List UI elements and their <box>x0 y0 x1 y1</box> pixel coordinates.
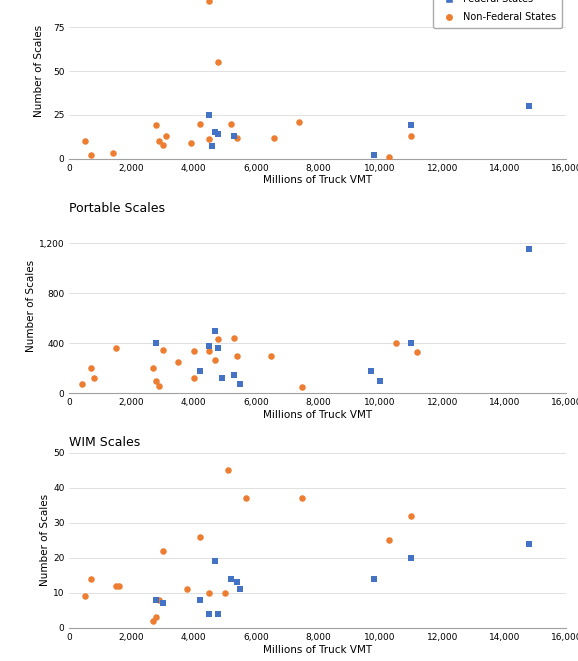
Non-Federal States <box>189 372 198 383</box>
Non-Federal States <box>385 151 394 162</box>
Federal States <box>524 244 533 254</box>
Non-Federal States <box>158 344 167 355</box>
Federal States <box>226 574 235 584</box>
Federal States <box>195 366 205 377</box>
Non-Federal States <box>161 131 171 141</box>
Federal States <box>406 553 416 563</box>
Federal States <box>205 340 214 351</box>
Non-Federal States <box>80 136 90 147</box>
Non-Federal States <box>112 343 121 354</box>
Non-Federal States <box>270 132 279 143</box>
Non-Federal States <box>229 333 239 344</box>
Non-Federal States <box>155 381 164 392</box>
Non-Federal States <box>114 580 124 591</box>
Non-Federal States <box>173 357 183 368</box>
Federal States <box>151 595 161 605</box>
Federal States <box>406 120 416 131</box>
Non-Federal States <box>220 588 229 598</box>
Non-Federal States <box>80 591 90 602</box>
Non-Federal States <box>295 116 304 127</box>
Y-axis label: Number of Scales: Number of Scales <box>40 494 50 586</box>
Federal States <box>217 373 226 383</box>
Non-Federal States <box>151 612 161 623</box>
Non-Federal States <box>158 139 167 150</box>
Non-Federal States <box>77 379 87 389</box>
Non-Federal States <box>87 150 96 161</box>
Non-Federal States <box>205 588 214 598</box>
Federal States <box>211 556 220 566</box>
Non-Federal States <box>90 372 99 383</box>
Non-Federal States <box>155 136 164 147</box>
Non-Federal States <box>158 545 167 556</box>
X-axis label: Millions of Truck VMT: Millions of Truck VMT <box>264 410 372 420</box>
Non-Federal States <box>298 493 307 504</box>
Federal States <box>232 577 242 588</box>
Federal States <box>524 100 533 111</box>
Y-axis label: Number of Scales: Number of Scales <box>35 25 45 117</box>
Non-Federal States <box>205 0 214 6</box>
X-axis label: Millions of Truck VMT: Millions of Truck VMT <box>264 175 372 185</box>
X-axis label: Millions of Truck VMT: Millions of Truck VMT <box>264 644 372 654</box>
Non-Federal States <box>232 132 242 143</box>
Non-Federal States <box>413 347 422 358</box>
Federal States <box>214 129 223 139</box>
Non-Federal States <box>189 346 198 356</box>
Text: Portable Scales: Portable Scales <box>69 202 165 215</box>
Non-Federal States <box>87 574 96 584</box>
Non-Federal States <box>391 338 400 348</box>
Federal States <box>208 141 217 151</box>
Legend: Federal States, Non-Federal States: Federal States, Non-Federal States <box>434 0 562 28</box>
Non-Federal States <box>385 535 394 546</box>
Federal States <box>366 366 375 377</box>
Non-Federal States <box>108 148 117 159</box>
Federal States <box>158 598 167 609</box>
Non-Federal States <box>406 131 416 141</box>
Non-Federal States <box>186 137 195 148</box>
Federal States <box>214 343 223 354</box>
Non-Federal States <box>183 584 192 595</box>
Federal States <box>211 127 220 137</box>
Federal States <box>211 325 220 336</box>
Non-Federal States <box>149 615 158 626</box>
Non-Federal States <box>205 346 214 356</box>
Non-Federal States <box>149 363 158 373</box>
Non-Federal States <box>232 350 242 361</box>
Federal States <box>376 375 385 386</box>
Non-Federal States <box>112 580 121 591</box>
Non-Federal States <box>155 595 164 605</box>
Federal States <box>406 338 416 348</box>
Non-Federal States <box>298 382 307 393</box>
Non-Federal States <box>195 118 205 129</box>
Text: WIM Scales: WIM Scales <box>69 436 140 449</box>
Federal States <box>214 609 223 619</box>
Non-Federal States <box>214 57 223 67</box>
Non-Federal States <box>266 350 276 361</box>
Federal States <box>195 595 205 605</box>
Federal States <box>151 338 161 348</box>
Federal States <box>236 379 245 389</box>
Non-Federal States <box>87 363 96 373</box>
Non-Federal States <box>223 465 232 476</box>
Non-Federal States <box>242 493 251 504</box>
Federal States <box>524 539 533 549</box>
Federal States <box>229 369 239 380</box>
Federal States <box>205 609 214 619</box>
Federal States <box>369 150 379 161</box>
Federal States <box>236 584 245 595</box>
Non-Federal States <box>406 510 416 521</box>
Federal States <box>369 574 379 584</box>
Non-Federal States <box>151 375 161 386</box>
Y-axis label: Number of Scales: Number of Scales <box>26 260 36 352</box>
Non-Federal States <box>195 531 205 542</box>
Non-Federal States <box>205 134 214 145</box>
Non-Federal States <box>214 334 223 345</box>
Federal States <box>205 110 214 120</box>
Non-Federal States <box>211 355 220 366</box>
Non-Federal States <box>226 118 235 129</box>
Federal States <box>229 131 239 141</box>
Non-Federal States <box>151 120 161 131</box>
